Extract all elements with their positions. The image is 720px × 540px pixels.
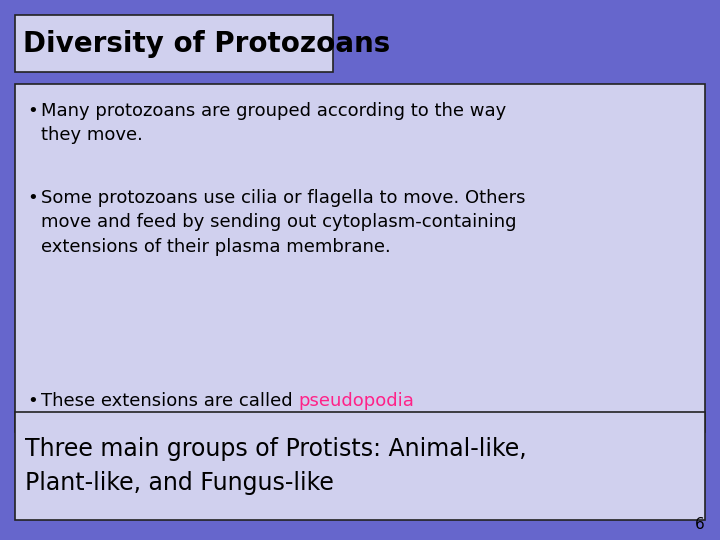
- Text: These extensions are called: These extensions are called: [41, 392, 298, 410]
- Text: Three main groups of Protists: Animal-like,
Plant-like, and Fungus-like: Three main groups of Protists: Animal-li…: [25, 437, 526, 495]
- Text: •: •: [27, 102, 37, 120]
- Text: 6: 6: [696, 517, 705, 532]
- FancyBboxPatch shape: [15, 84, 705, 432]
- Text: pseudopodia: pseudopodia: [298, 392, 414, 410]
- Text: Many protozoans are grouped according to the way
they move.: Many protozoans are grouped according to…: [41, 102, 506, 144]
- Text: Some protozoans use cilia or flagella to move. Others
move and feed by sending o: Some protozoans use cilia or flagella to…: [41, 189, 526, 255]
- Text: Diversity of Protozoans: Diversity of Protozoans: [23, 30, 390, 57]
- Text: •: •: [27, 392, 37, 410]
- Text: •: •: [27, 189, 37, 207]
- FancyBboxPatch shape: [15, 412, 705, 520]
- FancyBboxPatch shape: [15, 15, 333, 72]
